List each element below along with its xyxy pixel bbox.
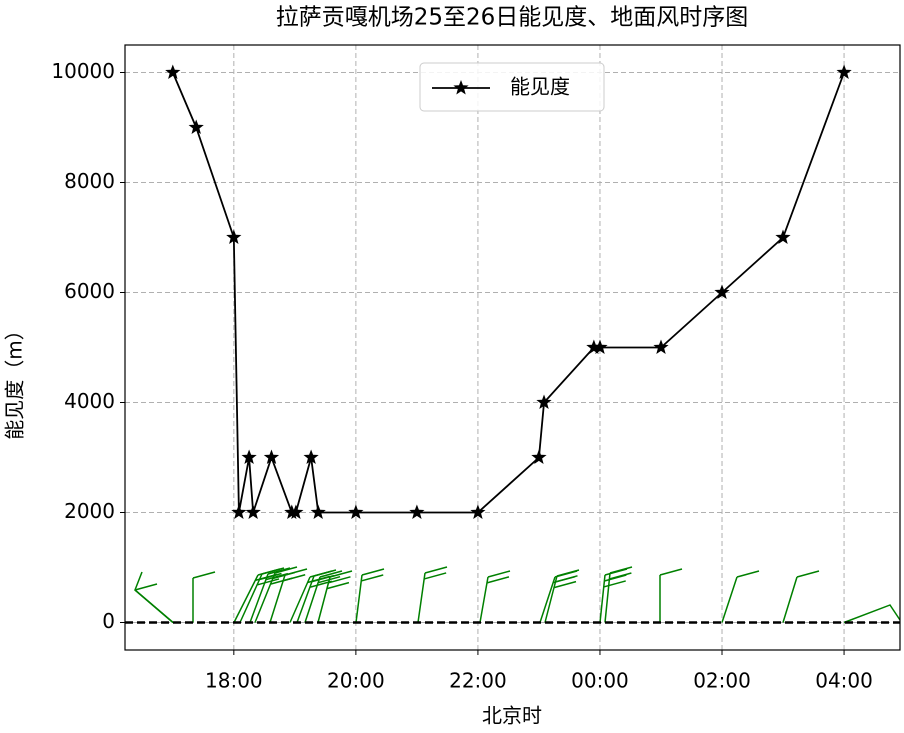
x-tick-label: 20:00: [327, 669, 385, 693]
wind-barbs: [134, 566, 901, 624]
point-marker: [470, 504, 486, 519]
x-axis-label: 北京时: [482, 704, 542, 728]
point-marker: [245, 504, 261, 519]
wind-barb: [317, 570, 353, 623]
wind-barb: [659, 568, 683, 623]
wind-barb: [479, 570, 511, 623]
wind-barb: [544, 569, 580, 623]
point-marker: [775, 229, 791, 244]
wind-barb: [604, 566, 633, 623]
point-marker: [188, 119, 204, 134]
point-marker: [348, 504, 364, 519]
wind-barb: [249, 567, 291, 623]
plot: [125, 64, 900, 624]
legend-label: 能见度: [510, 75, 570, 99]
y-tick-label: 0: [102, 609, 115, 633]
point-marker: [836, 64, 852, 79]
legend-box: [419, 62, 605, 112]
wind-barb: [843, 604, 901, 624]
wind-barb: [539, 570, 578, 623]
point-marker: [226, 229, 242, 244]
x-tick-label: 22:00: [449, 669, 507, 693]
point-marker: [586, 339, 602, 354]
legend-marker: [453, 80, 469, 95]
wind-barb: [192, 571, 216, 623]
wind-barb: [296, 569, 337, 623]
point-marker: [231, 504, 247, 519]
point-marker: [241, 449, 257, 464]
wind-barb: [289, 570, 333, 623]
wind-barb: [417, 566, 448, 623]
wind-barb: [782, 570, 820, 623]
point-marker: [310, 504, 326, 519]
point-marker: [653, 339, 669, 354]
legend: 能见度: [419, 62, 605, 112]
x-tick-label: 18:00: [205, 669, 263, 693]
point-marker: [592, 339, 608, 354]
wind-barb: [239, 567, 285, 623]
line-series: [171, 72, 845, 514]
point-marker: [303, 449, 319, 464]
wind-barb: [599, 568, 628, 623]
y-tick-label: 6000: [64, 279, 115, 303]
plot-frame: [124, 44, 901, 651]
point-marker: [288, 504, 304, 519]
y-tick-label: 2000: [64, 499, 115, 523]
point-marker: [531, 449, 547, 464]
point-marker: [714, 284, 730, 299]
wind-barb: [254, 566, 298, 623]
y-axis-label: 能见度（m）: [3, 320, 27, 439]
x-tick-label: 04:00: [815, 669, 873, 693]
y-tick-label: 4000: [64, 389, 115, 413]
point-marker: [536, 394, 552, 409]
point-marker: [165, 64, 181, 79]
wind-barb: [355, 568, 385, 623]
wind-barb: [269, 568, 308, 623]
chart-title: 拉萨贡嘎机场25至26日能见度、地面风时序图: [276, 5, 749, 31]
x-tick-label: 00:00: [571, 669, 629, 693]
point-marker: [409, 504, 425, 519]
grid: [125, 45, 900, 650]
y-tick-label: 10000: [51, 59, 115, 83]
x-tick-label: 02:00: [693, 669, 751, 693]
wind-barb: [721, 570, 760, 623]
point-marker: [263, 449, 280, 464]
y-tick-label: 8000: [64, 169, 115, 193]
wind-barb: [134, 571, 174, 624]
